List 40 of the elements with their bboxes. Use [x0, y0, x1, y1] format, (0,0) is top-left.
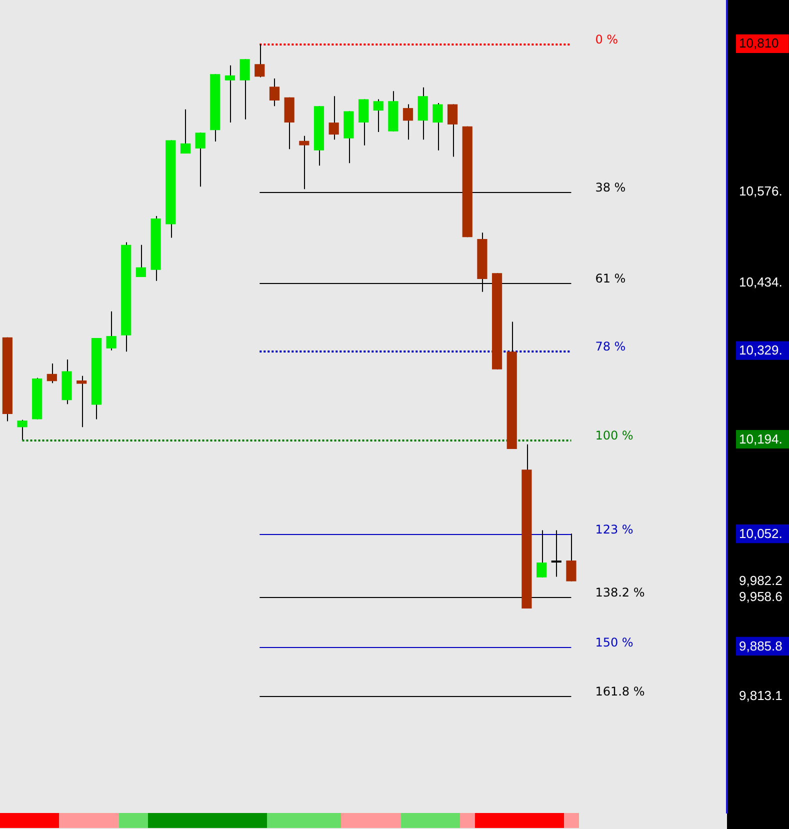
candlestick — [240, 58, 250, 120]
annotation: 123 % — [595, 522, 634, 536]
candlestick — [180, 108, 191, 154]
candlestick — [373, 98, 384, 133]
y-tick-label: 10,194. — [739, 431, 782, 446]
annotation: 100 % — [595, 428, 634, 442]
candlestick — [106, 310, 116, 351]
candlestick — [195, 132, 206, 188]
annotation: 78 % — [595, 340, 626, 354]
y-tick-label: 10,576. — [739, 183, 782, 198]
annotation: 150 % — [595, 636, 634, 650]
annotation: 138.2 % — [595, 586, 645, 600]
annotation: 61 % — [595, 272, 626, 286]
y-tick-label: 9,813.1 — [739, 688, 782, 704]
candlestick — [299, 135, 310, 190]
candlestick — [551, 530, 562, 578]
candlestick — [566, 533, 576, 582]
y-tick-label: 9,885.8 — [739, 638, 782, 654]
candlestick — [447, 104, 458, 158]
y-tick-label: 9,982.2 — [739, 572, 782, 588]
candlestick — [358, 98, 369, 146]
y-tick-label: 10,052. — [739, 526, 782, 541]
candlestick — [224, 64, 236, 124]
candlestick — [17, 419, 28, 440]
candlestick — [328, 96, 339, 140]
y-tick-label: 10,329. — [739, 342, 782, 358]
candlestick — [76, 375, 87, 428]
y-tick-label: 10,434. — [739, 274, 782, 290]
candlestick — [432, 102, 443, 151]
annotation: 0 % — [595, 32, 618, 46]
annotation: 38 % — [595, 180, 626, 194]
candlestick — [402, 104, 414, 140]
y-tick-label: 10,810 — [739, 36, 779, 51]
candlestick — [136, 244, 146, 278]
annotation: 161.8 % — [595, 684, 645, 698]
candlestick — [254, 44, 265, 78]
candlestick — [46, 362, 57, 384]
candlestick — [269, 78, 280, 107]
y-tick-label: 9,958.6 — [739, 588, 782, 604]
candlestick — [536, 530, 547, 578]
